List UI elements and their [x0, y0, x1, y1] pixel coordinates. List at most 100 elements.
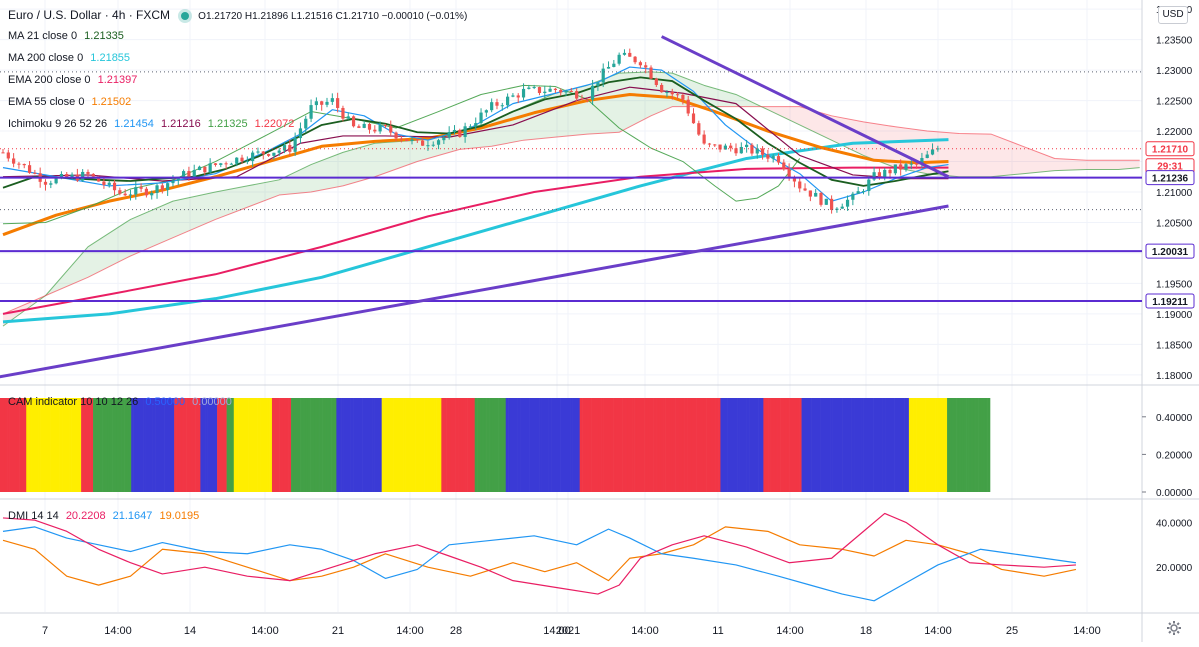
cam-bar [276, 398, 280, 492]
candle-body [224, 163, 228, 165]
cam-bar [443, 398, 447, 492]
candle-body [490, 102, 494, 111]
cam-bar [515, 398, 518, 492]
candle [314, 97, 318, 111]
cam-bar [689, 398, 693, 492]
cam-bar [305, 398, 309, 492]
cam-bar [369, 398, 373, 492]
candle-body [580, 98, 584, 100]
candle-body [383, 125, 388, 127]
cam-bar [11, 398, 15, 492]
cam-bar [734, 398, 738, 492]
cam-bar [522, 398, 526, 492]
candle-body [649, 67, 653, 79]
cam-bar [384, 398, 387, 492]
cam-bar [813, 398, 817, 492]
cam-bar [85, 398, 89, 492]
candle [527, 84, 531, 90]
cam-bar [861, 398, 864, 492]
candle [330, 93, 334, 105]
cam-bar [298, 398, 301, 492]
cam-bar [135, 398, 139, 492]
candle [458, 128, 462, 138]
cam-bar [54, 398, 58, 492]
cam-bar [212, 398, 215, 492]
candle-body [293, 138, 297, 152]
candle-body [54, 177, 58, 184]
cam-bar [782, 398, 786, 492]
cam-bar [777, 398, 781, 492]
cam-bar [336, 398, 340, 492]
candle-body [452, 129, 457, 132]
candle-body [686, 99, 690, 114]
cam-bar [982, 398, 986, 492]
legend-ema200[interactable]: EMA 200 close 0 1.21397 [8, 74, 137, 86]
cloud-bearish [762, 106, 1140, 177]
candle-body [521, 88, 526, 98]
candle-body [367, 123, 372, 130]
cam-bar [687, 398, 690, 492]
cam-bar [446, 398, 449, 492]
candle-body [468, 126, 473, 128]
legend-dmi[interactable]: DMI 14 14 20.2208 21.1647 19.0195 [8, 510, 199, 522]
legend-ma200[interactable]: MA 200 close 0 1.21855 [8, 52, 130, 64]
candle [819, 191, 823, 207]
candle [298, 122, 303, 144]
candle-body [585, 99, 589, 101]
candle-body [266, 154, 271, 156]
candle [293, 132, 297, 156]
candle [670, 88, 674, 100]
candle-body [925, 154, 929, 159]
candle [697, 120, 701, 136]
candle [808, 190, 812, 202]
cam-bar [579, 398, 583, 492]
candle-body [622, 52, 627, 55]
candle-body [97, 176, 101, 182]
cam-bar [231, 398, 235, 492]
cam-bar [832, 398, 836, 492]
legend-ma21[interactable]: MA 21 close 0 1.21335 [8, 30, 124, 42]
gear-icon[interactable] [1166, 620, 1182, 636]
candle [203, 166, 207, 176]
cam-bar [672, 398, 676, 492]
currency-button[interactable]: USD [1158, 6, 1188, 24]
cam-bar [40, 398, 44, 492]
symbol-title[interactable]: Euro / U.S. Dollar · 4h · FXCM [8, 8, 171, 22]
candlesticks[interactable] [1, 48, 940, 214]
cam-bar [71, 398, 75, 492]
candle [484, 109, 488, 117]
candle-body [43, 181, 48, 185]
cam-bar [543, 398, 547, 492]
cam-bar [656, 398, 659, 492]
candle-body [112, 182, 117, 191]
cam-bar [124, 398, 127, 492]
candle-body [867, 179, 871, 192]
drawn-lines[interactable] [0, 35, 1142, 381]
cam-bar [28, 398, 32, 492]
cam-bar [489, 398, 492, 492]
legend-label: EMA 55 close 0 [8, 96, 85, 108]
candle [920, 152, 924, 169]
cam-bar [329, 398, 332, 492]
legend-ema55[interactable]: EMA 55 close 0 1.21502 [8, 96, 131, 108]
cam-bar [260, 398, 263, 492]
cam-bar [930, 398, 934, 492]
cam-bar [627, 398, 631, 492]
time-tick-label: 28 [450, 625, 462, 637]
candle [431, 141, 435, 147]
cam-bar [324, 398, 328, 492]
cam-bar [980, 398, 984, 492]
candle-body [144, 188, 149, 196]
cam-bar [639, 398, 643, 492]
cam-bar [727, 398, 731, 492]
cam-bar [799, 398, 802, 492]
cam-bar [26, 398, 29, 492]
legend-ichimoku[interactable]: Ichimoku 9 26 52 26 1.21454 1.21216 1.21… [8, 118, 294, 130]
cam-bar [524, 398, 528, 492]
candle-body [638, 62, 642, 66]
legend-cam[interactable]: CAM indicator 10 10 12 26 0.50000 0.0000… [8, 396, 232, 408]
cam-bar [591, 398, 595, 492]
cam-bar [875, 398, 879, 492]
